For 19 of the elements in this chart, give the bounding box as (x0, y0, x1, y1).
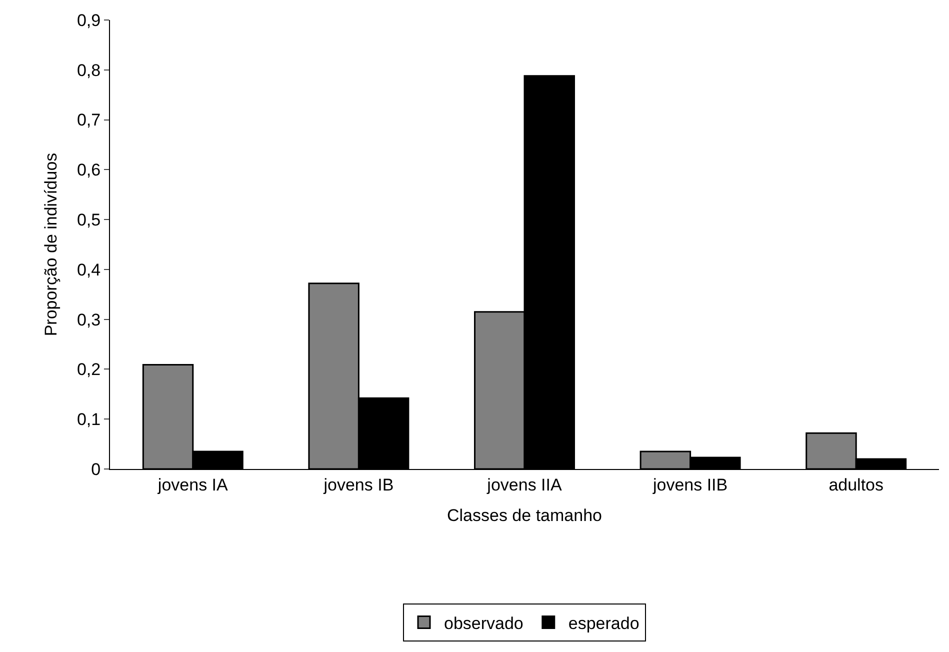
x-tick-label: jovens IIA (486, 475, 562, 494)
legend-label: esperado (568, 614, 640, 633)
x-tick-label: adultos (828, 475, 884, 494)
x-tick-label: jovens IA (156, 475, 229, 494)
y-tick-label: 0,6 (76, 160, 101, 180)
y-tick-label: 0,5 (76, 210, 101, 230)
y-tick-label: 0,1 (76, 410, 101, 430)
x-tick-label: jovens IIB (652, 475, 728, 494)
y-tick-label: 0,7 (76, 110, 101, 130)
x-axis-title: Classes de tamanho (447, 506, 602, 525)
y-tick-label: 0 (91, 460, 101, 479)
y-tick-label: 0,9 (76, 10, 101, 30)
y-tick-label: 0,2 (76, 360, 101, 380)
y-tick-label: 0,8 (76, 60, 101, 80)
y-axis-title: Proporção de indivíduos (42, 152, 61, 336)
y-tick-label: 0,3 (76, 310, 101, 330)
y-tick-label: 0,4 (76, 260, 101, 280)
legend-label: observado (444, 614, 524, 633)
x-tick-label: jovens IB (322, 475, 394, 494)
